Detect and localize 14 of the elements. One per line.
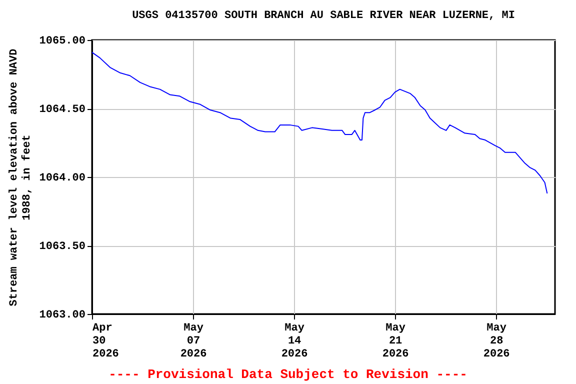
chart-title: USGS 04135700 SOUTH BRANCH AU SABLE RIVER NEAR LUZERNE, MI xyxy=(132,10,515,22)
y-tick-label: 1064.50 xyxy=(39,104,86,116)
text: ---- Provisional Data Subject to Revision ---- xyxy=(108,367,468,382)
x-tick-label: May 14 2026 xyxy=(281,322,308,360)
x-tick-label: Apr 30 2026 xyxy=(92,322,119,360)
y-axis-title: Stream water level elevation above NAVD 1988, in feet xyxy=(8,48,34,306)
x-tick-label: May 28 2026 xyxy=(483,322,510,360)
y-tick-label: 1063.50 xyxy=(39,241,86,253)
x-tick-label: May 21 2026 xyxy=(382,322,409,360)
y-tick-label: 1063.00 xyxy=(39,310,86,322)
y-tick-label: 1065.00 xyxy=(39,36,86,48)
y-tick-label: 1064.00 xyxy=(39,172,86,184)
line-series xyxy=(92,52,548,194)
x-tick-label: May 07 2026 xyxy=(180,322,207,360)
